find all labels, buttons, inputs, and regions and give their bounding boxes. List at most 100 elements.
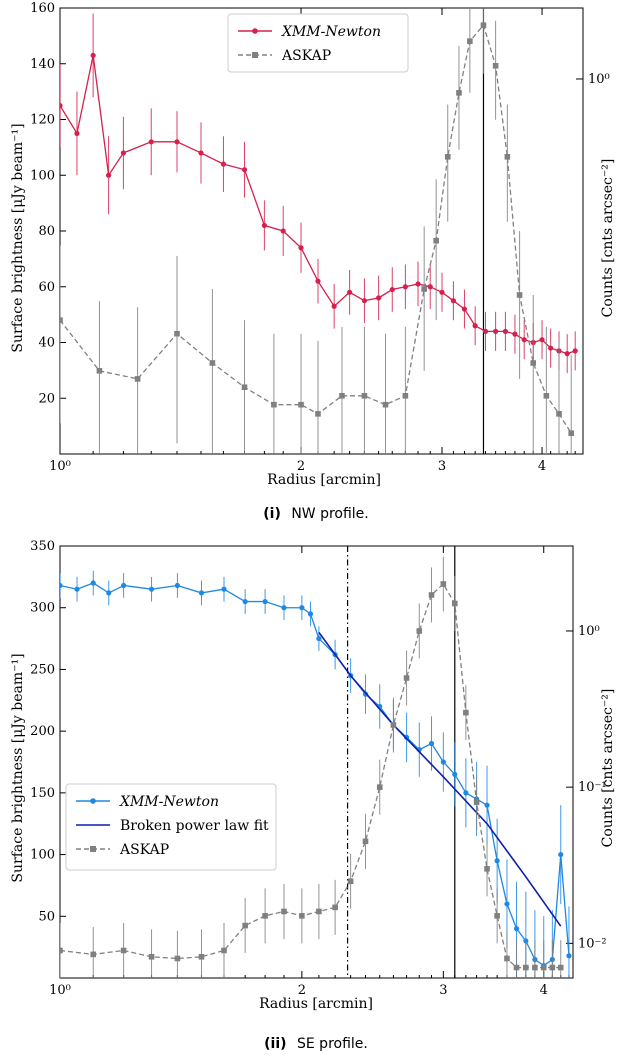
data-point — [299, 605, 305, 611]
data-point — [403, 734, 410, 740]
data-point — [461, 306, 468, 312]
data-point — [452, 771, 458, 777]
data-point — [389, 286, 395, 293]
data-point — [262, 598, 268, 605]
data-point — [60, 102, 63, 109]
caption-number: (i) — [263, 506, 281, 522]
legend-marker — [90, 798, 96, 804]
legend-marker — [252, 28, 258, 34]
data-point — [315, 278, 321, 284]
data-point — [120, 947, 127, 954]
data-point — [105, 172, 112, 178]
y2-axis-label: Counts [cnts arcsec⁻²] — [600, 159, 616, 318]
data-point — [416, 628, 423, 634]
data-point — [60, 582, 63, 589]
data-point — [121, 582, 127, 589]
data-point — [504, 955, 510, 962]
legend-marker — [252, 52, 258, 58]
data-point — [307, 611, 314, 617]
data-point — [521, 337, 527, 343]
caption-number: (ii) — [264, 1036, 286, 1052]
y-tick-label: 350 — [30, 539, 55, 554]
data-point — [427, 284, 433, 290]
series-xmm-newton — [60, 13, 578, 374]
legend-frame — [65, 783, 277, 871]
data-point — [347, 878, 354, 884]
data-point — [463, 709, 469, 716]
x-tick-label: 10⁰ — [49, 459, 71, 474]
data-point — [556, 411, 562, 417]
y-tick-label: 250 — [30, 662, 55, 677]
x-tick-label: 3 — [439, 983, 447, 998]
data-point — [463, 790, 469, 796]
data-point — [316, 635, 322, 642]
data-point — [516, 292, 523, 298]
data-point — [262, 913, 268, 919]
data-point — [148, 586, 155, 592]
data-point — [242, 598, 248, 605]
plot-area-se: 50 100 150 200 250 300 350 10⁰ 2 3 4 10⁻² 10⁻¹ 10⁰ XMM… — [30, 539, 606, 998]
data-point — [271, 401, 277, 408]
data-point — [473, 799, 480, 806]
data-point — [494, 913, 500, 919]
y-tick-label: 120 — [30, 113, 55, 128]
data-point — [539, 337, 545, 343]
x-tick-label: 10⁰ — [49, 983, 71, 998]
data-point — [472, 323, 478, 329]
legend: XMM-Newton ASKAP — [227, 13, 409, 73]
data-point — [543, 393, 550, 399]
caption-se: (ii) SE profile. — [264, 1036, 368, 1052]
series-askap — [60, 556, 564, 978]
data-point — [530, 360, 537, 366]
caption-label: SE profile. — [297, 1036, 368, 1052]
data-point — [482, 328, 489, 334]
series-layer — [60, 8, 578, 454]
data-point — [96, 368, 103, 374]
data-point — [315, 411, 321, 417]
data-point — [316, 908, 322, 915]
data-point — [566, 953, 572, 959]
data-point — [444, 154, 451, 160]
y-axis-label: Surface brightness [μJy beam⁻¹] — [10, 653, 26, 882]
data-point — [484, 802, 490, 808]
data-point — [572, 348, 578, 354]
data-point — [523, 964, 529, 971]
series-line — [60, 23, 572, 434]
legend-label: ASKAP — [281, 48, 331, 64]
data-point — [209, 360, 216, 366]
data-point — [558, 851, 564, 858]
legend: XMM-Newton Broken power law fit ASKAP — [65, 783, 277, 871]
data-point — [120, 150, 126, 156]
data-point — [90, 580, 96, 586]
y-tick-label: 50 — [38, 909, 55, 924]
data-point — [513, 964, 520, 971]
plot-area-nw: 20 40 60 80 100 120 140 160 10⁰ 2 3 4 10⁰ XMM-Newton A… — [30, 1, 610, 474]
data-point — [492, 62, 499, 69]
data-point — [513, 926, 520, 932]
data-point — [281, 605, 287, 611]
y2-tick-label: 10⁰ — [588, 72, 610, 87]
data-point — [456, 90, 462, 96]
data-point — [298, 245, 304, 251]
data-point — [332, 904, 338, 911]
data-point — [402, 284, 408, 290]
data-point — [504, 154, 511, 160]
y-tick-label: 160 — [30, 1, 55, 16]
series-line — [60, 582, 561, 969]
caption-label: NW profile. — [291, 506, 368, 522]
x-tick-label: 4 — [540, 983, 548, 998]
data-point — [198, 954, 205, 960]
data-point — [339, 393, 345, 399]
legend-label: ASKAP — [119, 842, 169, 858]
data-point — [60, 317, 63, 323]
data-point — [450, 298, 457, 304]
y2-tick-label: 10⁻² — [578, 936, 607, 951]
data-point — [382, 401, 389, 408]
data-point — [90, 951, 97, 958]
data-point — [504, 901, 510, 907]
data-point — [198, 150, 204, 156]
data-point — [480, 22, 487, 28]
data-point — [440, 581, 447, 587]
y-tick-label: 140 — [30, 57, 55, 72]
